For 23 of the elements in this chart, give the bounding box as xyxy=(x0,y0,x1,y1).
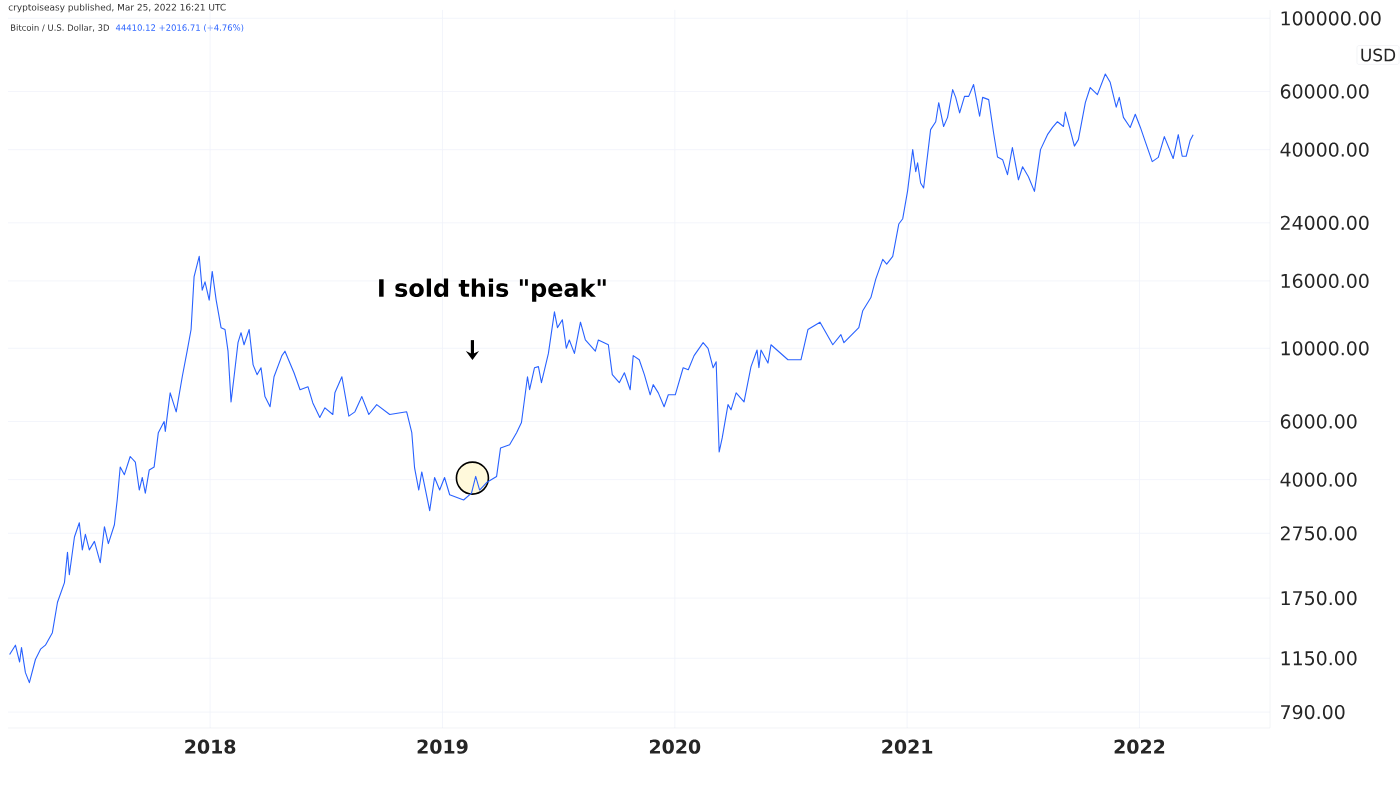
x-tick-label: 2018 xyxy=(185,739,236,754)
x-tick-label: 2021 xyxy=(882,739,933,754)
y-tick-label: 16000.00 xyxy=(1281,273,1369,289)
y-tick-label: 100000.00 xyxy=(1281,11,1381,26)
x-tick-label: 2022 xyxy=(1114,739,1165,754)
y-tick-label: 2750.00 xyxy=(1280,526,1357,541)
x-tick-label: 2019 xyxy=(417,739,468,754)
y-tick-label: 1150.00 xyxy=(1281,651,1357,666)
y-tick-label: 4000.00 xyxy=(1280,472,1357,487)
text: 44410.12 +2016.71 (+4.76%) xyxy=(115,24,244,32)
y-axis-title: USD xyxy=(1361,48,1396,62)
text: Bitcoin / U.S. Dollar, 3D xyxy=(11,24,109,32)
annotation: I sold this "peak" xyxy=(379,278,606,302)
annotation: cryptoiseasy published, Mar 25, 2022 16:21 UTC xyxy=(8,3,226,13)
x-tick-label: 2020 xyxy=(649,739,701,754)
y-tick-label: 6000.00 xyxy=(1280,414,1357,429)
line-series xyxy=(9,73,1194,684)
y-tick-label: 40000.00 xyxy=(1280,142,1369,157)
y-tick-label: 24000.00 xyxy=(1280,215,1369,230)
y-tick-label: 60000.00 xyxy=(1280,84,1369,99)
y-tick-label: 790.00 xyxy=(1281,704,1345,720)
y-tick-label: 10000.00 xyxy=(1281,341,1369,356)
y-tick-label: 1750.00 xyxy=(1281,590,1357,606)
